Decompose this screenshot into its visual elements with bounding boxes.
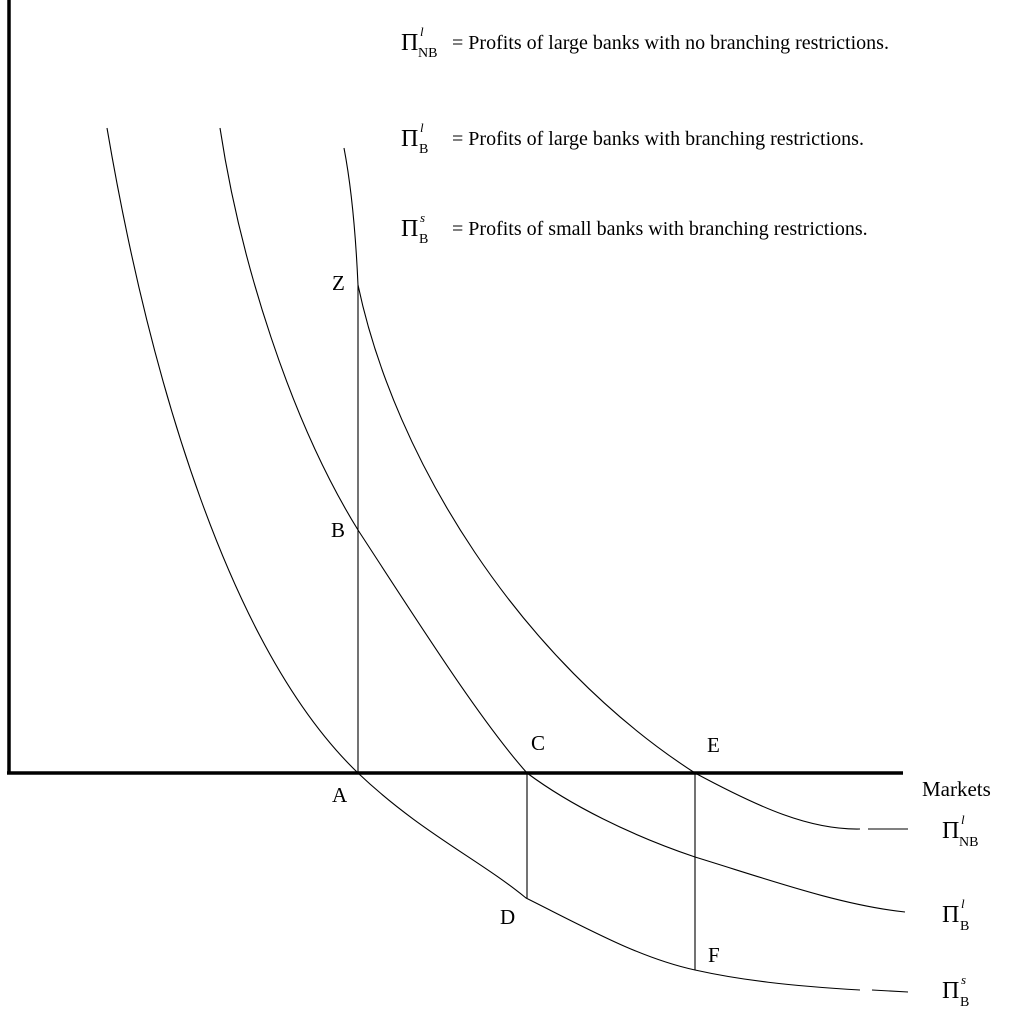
point-label-a: A <box>332 783 348 807</box>
legend-subscript: B <box>419 232 428 247</box>
legend-symbol: Π <box>401 126 418 152</box>
legend-entry-small-restrictions: Π s B = Profits of small banks with bran… <box>401 210 868 247</box>
legend: Π l NB = Profits of large banks with no … <box>401 24 889 247</box>
legend-entry-large-no-restrictions: Π l NB = Profits of large banks with no … <box>401 24 889 61</box>
curve-label-subscript: B <box>960 995 969 1010</box>
legend-subscript: B <box>419 142 428 157</box>
point-label-f: F <box>708 943 720 967</box>
curve-label-superscript: l <box>961 896 965 911</box>
legend-symbol: Π <box>401 216 418 242</box>
point-label-z: Z <box>332 271 345 295</box>
legend-superscript: s <box>420 210 425 225</box>
legend-superscript: l <box>420 24 424 39</box>
curve-label-small-b: Π s B <box>942 972 969 1010</box>
curve-label-subscript: B <box>960 919 969 934</box>
legend-superscript: l <box>420 120 424 135</box>
curve-label-symbol: Π <box>942 978 959 1004</box>
curve-tail-s <box>871 989 909 993</box>
curve-label-superscript: s <box>961 972 966 987</box>
x-axis-label: Markets <box>922 777 991 801</box>
curve-label-superscript: l <box>961 812 965 827</box>
curve-large-banks-unrestricted <box>343 147 861 830</box>
point-label-d: D <box>500 905 515 929</box>
legend-text: = Profits of large banks with branching … <box>452 128 864 150</box>
legend-subscript: NB <box>418 46 437 61</box>
curve-label-subscript: NB <box>959 835 978 850</box>
point-label-e: E <box>707 733 720 757</box>
curve-large-banks-restricted <box>219 127 906 913</box>
curve-label-symbol: Π <box>942 902 959 928</box>
curve-small-banks-restricted <box>106 127 861 991</box>
legend-text: = Profits of small banks with branching … <box>452 218 868 240</box>
curve-label-symbol: Π <box>942 818 959 844</box>
curve-label-nb: Π l NB <box>942 812 978 850</box>
legend-text: = Profits of large banks with no branchi… <box>452 32 889 54</box>
legend-entry-large-restrictions: Π l B = Profits of large banks with bran… <box>401 120 864 157</box>
point-label-c: C <box>531 731 545 755</box>
curve-label-large-b: Π l B <box>942 896 969 934</box>
legend-symbol: Π <box>401 30 418 56</box>
point-label-b: B <box>331 518 345 542</box>
